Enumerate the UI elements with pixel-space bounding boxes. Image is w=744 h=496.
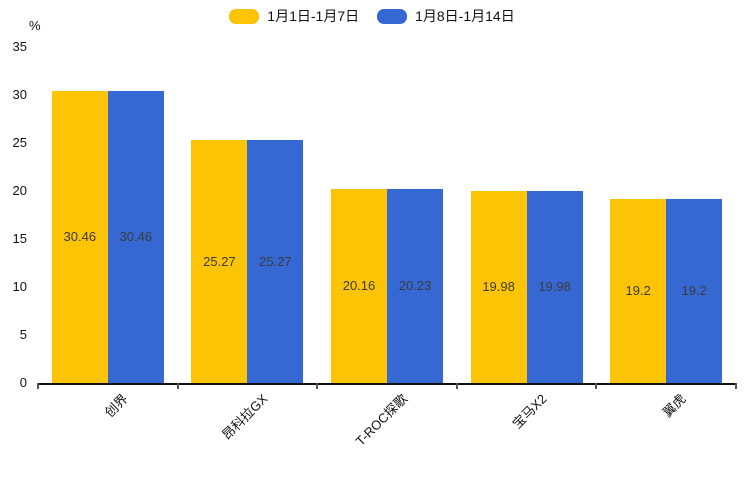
x-axis-label: 昂科拉GX: [218, 391, 271, 443]
bar-value-label: 20.23: [398, 277, 432, 293]
y-axis-unit-label: %: [29, 18, 41, 33]
bar-s2-c5: [666, 198, 723, 383]
bar-value-label: 19.98: [482, 279, 515, 295]
bar-value-label: 20.16: [342, 278, 376, 294]
y-axis-tick-label: 25: [12, 135, 27, 150]
x-axis-tick: [455, 383, 458, 389]
x-axis-tick: [37, 383, 39, 389]
bar-value-label: 19.2: [681, 282, 707, 298]
legend-label: 1月1日-1月7日: [267, 8, 360, 24]
x-axis-tick: [735, 383, 737, 389]
bar-value-label: 30.46: [119, 228, 153, 244]
legend-item-series1: 1月1日-1月7日: [229, 6, 359, 26]
x-axis-label: 创界: [101, 391, 131, 421]
legend-swatch-icon: [377, 8, 408, 24]
legend-swatch-icon: [229, 8, 260, 24]
bar-value-label: 19.98: [538, 279, 571, 295]
x-axis-label: 翼虎: [659, 391, 689, 421]
legend-item-series2: 1月8日-1月14日: [377, 6, 515, 26]
bar-s2-c3: [387, 188, 443, 383]
y-axis-tick-label: 15: [12, 231, 27, 246]
bar-s1-c1: [51, 90, 108, 383]
legend: 1月1日-1月7日 1月8日-1月14日: [0, 6, 744, 26]
x-axis-line: [38, 383, 736, 385]
y-axis-tick-label: 10: [12, 279, 27, 294]
x-axis-label: T-ROC探歌: [352, 391, 410, 449]
y-axis-tick-label: 20: [12, 183, 27, 198]
bar-s1-c4: [470, 191, 527, 383]
bar-s1-c5: [610, 198, 667, 383]
y-axis-tick-label: 30: [12, 87, 27, 102]
bar-s1-c3: [331, 189, 387, 383]
bar-s2-c4: [526, 191, 583, 383]
bar-s1-c2: [191, 140, 248, 383]
y-axis-tick-label: 5: [19, 327, 27, 342]
y-axis-tick-label: 35: [12, 39, 27, 54]
y-axis-tick-label: 0: [19, 375, 27, 390]
bar-s2-c2: [247, 140, 304, 383]
legend-label: 1月8日-1月14日: [415, 8, 515, 24]
x-axis-tick: [176, 383, 179, 389]
bar-value-label: 25.27: [203, 253, 236, 269]
bar-s2-c1: [107, 90, 164, 383]
x-axis-tick: [316, 383, 319, 389]
bar-value-label: 30.46: [63, 228, 97, 244]
bar-value-label: 19.2: [625, 282, 651, 298]
x-axis-label: 宝马X2: [509, 391, 550, 432]
x-axis-tick: [595, 383, 598, 389]
bar-value-label: 25.27: [259, 253, 292, 269]
